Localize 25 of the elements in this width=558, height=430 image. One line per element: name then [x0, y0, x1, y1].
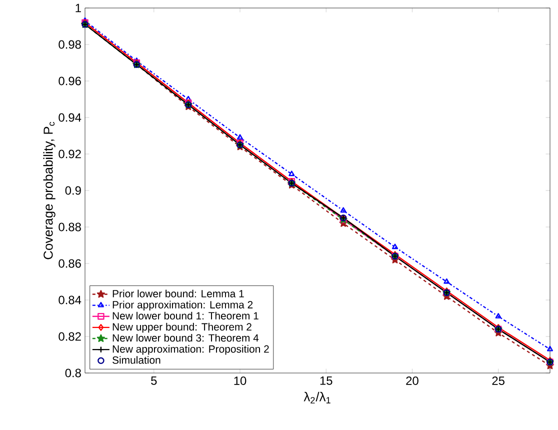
legend-label: Simulation	[112, 356, 160, 364]
legend-label: New lower bound 3: Theorem 4	[112, 334, 259, 342]
x-tick-label: 10	[234, 376, 246, 385]
y-tick-label: 0.9	[65, 186, 81, 195]
y-tick-label: 0.84	[58, 296, 82, 304]
y-tick-label: 0.98	[58, 40, 81, 49]
legend-label: Prior lower bound: Lemma 1	[112, 290, 244, 298]
legend-label: New lower bound 1: Theorem 1	[112, 312, 258, 320]
legend-label: New upper bound: Theorem 2	[112, 322, 252, 333]
legend-label: Prior approximation: Lemma 2	[112, 300, 253, 311]
y-tick-label: 0.92	[58, 150, 81, 158]
y-tick-label: 0.94	[58, 113, 82, 122]
y-tick-label: 1	[76, 4, 81, 12]
y-tick-label: 0.8	[65, 368, 81, 378]
legend-label: New approximation: Proposition 2	[112, 345, 269, 355]
x-tick-label: 20	[406, 376, 418, 385]
x-tick-label: 25	[492, 376, 504, 385]
y-tick-label: 0.82	[58, 332, 81, 341]
y-axis-title: Coverage probability, P$_{c}$	[43, 122, 56, 260]
y-tick-label: 0.96	[58, 76, 81, 86]
y-tick-label: 0.88	[58, 222, 81, 232]
y-tick-label: 0.86	[58, 259, 81, 268]
x-tick-label: 5	[151, 376, 157, 385]
x-tick-label: 15	[320, 376, 332, 385]
x-axis-title: λ$_{2}$/λ$_{1}$	[304, 392, 330, 404]
